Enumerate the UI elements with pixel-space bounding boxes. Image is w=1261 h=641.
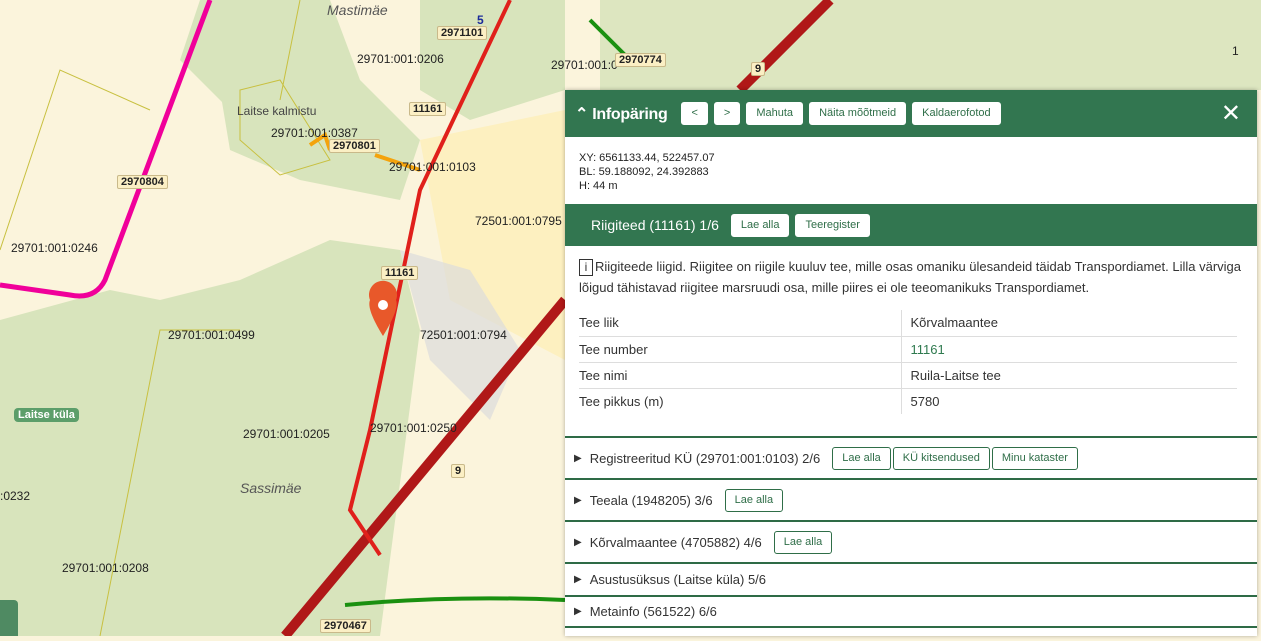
section-label: Registreeritud KÜ (29701:001:0103) 2/6 <box>589 450 821 466</box>
panel-header: ⌃ Infopäring < > Mahuta Näita mõõtmeid K… <box>565 90 1257 137</box>
oblique-photos-button[interactable]: Kaldaerofotod <box>912 102 1001 125</box>
section-registered-parcel[interactable]: ▶ Registreeritud KÜ (29701:001:0103) 2/6… <box>565 436 1257 478</box>
download-button[interactable]: Lae alla <box>832 446 891 470</box>
show-dimensions-button[interactable]: Näita mõõtmeid <box>809 102 907 125</box>
road-number-label: 11161 <box>381 266 419 280</box>
parcel-label: 29701:001:0208 <box>62 561 149 575</box>
parcel-label: 29701:001:0250 <box>370 421 457 435</box>
table-row: Tee liik Kõrvalmaantee <box>579 310 1237 337</box>
section-settlement[interactable]: ▶ Asustusüksus (Laitse küla) 5/6 <box>565 562 1257 595</box>
parcel-label: 29701:001:0499 <box>168 328 255 342</box>
download-button[interactable]: Lae alla <box>773 530 833 554</box>
attr-value: Ruila-Laitse tee <box>900 362 1237 389</box>
xy-coords: XY: 6561133.44, 522457.07 <box>579 152 715 164</box>
map-control-button[interactable] <box>0 600 18 636</box>
section-label: Kõrvalmaantee (4705882) 4/6 <box>589 534 762 550</box>
description-text: Riigiteede liigid. Riigitee on riigile k… <box>579 259 1242 295</box>
section-side-road[interactable]: ▶ Kõrvalmaantee (4705882) 4/6 Lae alla <box>565 520 1257 562</box>
section-label: Teeala (1948205) 3/6 <box>589 492 713 508</box>
bl-coords: BL: 59.188092, 24.392883 <box>579 166 709 178</box>
caret-right-icon: ▶ <box>574 574 582 585</box>
table-row: Tee number 11161 <box>579 336 1237 363</box>
road-number-label: 2971101 <box>437 26 488 40</box>
village-label: Laitse küla <box>14 408 79 422</box>
prev-button[interactable]: < <box>681 102 708 125</box>
info-icon: i <box>579 259 593 276</box>
highway-shield: 9 <box>751 62 766 76</box>
state-road-11161 <box>347 0 512 557</box>
attr-key: Tee liik <box>579 310 901 337</box>
map-label: Sassimäe <box>240 480 302 496</box>
parcel-label: 29701:001:0206 <box>357 52 444 66</box>
parcel-label: 29701:001:0103 <box>389 160 476 174</box>
fit-button[interactable]: Mahuta <box>746 102 804 125</box>
parcel-label: 72501:001:0794 <box>420 328 507 342</box>
download-button[interactable]: Lae alla <box>724 488 784 512</box>
section-title: Riigiteed (11161) 1/6 <box>591 217 719 233</box>
panel-title[interactable]: ⌃ Infopäring <box>575 105 668 123</box>
road-number-link[interactable]: 11161 <box>900 336 1237 363</box>
attr-value: Kõrvalmaantee <box>900 310 1237 337</box>
road-number-label: 5 <box>477 13 484 27</box>
caret-right-icon: ▶ <box>574 452 582 464</box>
table-row: Tee pikkus (m) 5780 <box>579 388 1237 414</box>
caret-right-icon: ▶ <box>574 536 582 548</box>
road-number-label: 2970467 <box>320 619 371 633</box>
local-road <box>0 0 213 299</box>
coordinates: XY: 6561133.44, 522457.07 BL: 59.188092,… <box>565 137 1257 204</box>
parcel-label: 29701:001:0246 <box>11 241 98 255</box>
parcel-boundary <box>0 0 331 637</box>
next-button[interactable]: > <box>713 102 741 125</box>
parcel-label: 29701:001:0387 <box>271 126 358 140</box>
section-label: Asustusüksus (Laitse küla) 5/6 <box>589 572 767 587</box>
caret-right-icon: ▶ <box>574 494 582 506</box>
private-road <box>308 131 421 172</box>
download-button[interactable]: Lae alla <box>730 213 790 237</box>
section-description: i Riigiteede liigid. Riigitee on riigile … <box>565 246 1257 310</box>
section-header-state-roads[interactable]: Riigiteed (11161) 1/6 Lae alla Teeregist… <box>565 204 1257 246</box>
height-value: H: 44 m <box>579 180 618 192</box>
restrictions-button[interactable]: KÜ kitsendused <box>892 446 990 470</box>
road-number-label: 2970774 <box>615 53 666 67</box>
forest-area <box>600 0 1261 90</box>
road-number-label: 1 <box>1232 44 1239 58</box>
map-label: Mastimäe <box>327 2 388 18</box>
hatched-area <box>400 250 520 420</box>
panel-title-text: Infopäring <box>592 105 668 123</box>
parcel-label: 29701:001:0 <box>551 58 618 72</box>
attr-key: Tee number <box>579 336 901 363</box>
map-label: Laitse kalmistu <box>237 104 317 118</box>
attr-key: Tee pikkus (m) <box>579 393 664 409</box>
attributes-table: Tee liik Kõrvalmaantee Tee number 11161 Te… <box>579 310 1237 414</box>
caret-right-icon: ▶ <box>574 606 582 617</box>
attr-value: 5780 <box>900 388 1237 414</box>
table-row: Tee nimi Ruila-Laitse tee <box>579 362 1237 389</box>
my-cadastre-button[interactable]: Minu kataster <box>991 446 1078 470</box>
section-metainfo[interactable]: ▶ Metainfo (561522) 6/6 <box>565 595 1257 628</box>
road-register-button[interactable]: Teeregister <box>795 213 870 237</box>
info-query-panel: ⌃ Infopäring < > Mahuta Näita mõõtmeid K… <box>565 90 1257 636</box>
parcel-label: 29701:001:0205 <box>243 427 330 441</box>
road-number-label: 11161 <box>409 102 447 116</box>
attr-key: Tee nimi <box>579 362 901 389</box>
parcel-label: 72501:001:0795 <box>475 214 562 228</box>
road-number-label: 2970804 <box>117 175 168 189</box>
close-icon[interactable]: ✕ <box>1220 100 1241 127</box>
forest-area <box>0 240 420 636</box>
parcel-label: :0232 <box>0 489 31 503</box>
section-road-area[interactable]: ▶ Teeala (1948205) 3/6 Lae alla <box>565 478 1257 520</box>
section-label: Metainfo (561522) 6/6 <box>589 604 717 619</box>
road-number-label: 2970801 <box>329 139 380 153</box>
highway-shield: 9 <box>451 464 466 478</box>
